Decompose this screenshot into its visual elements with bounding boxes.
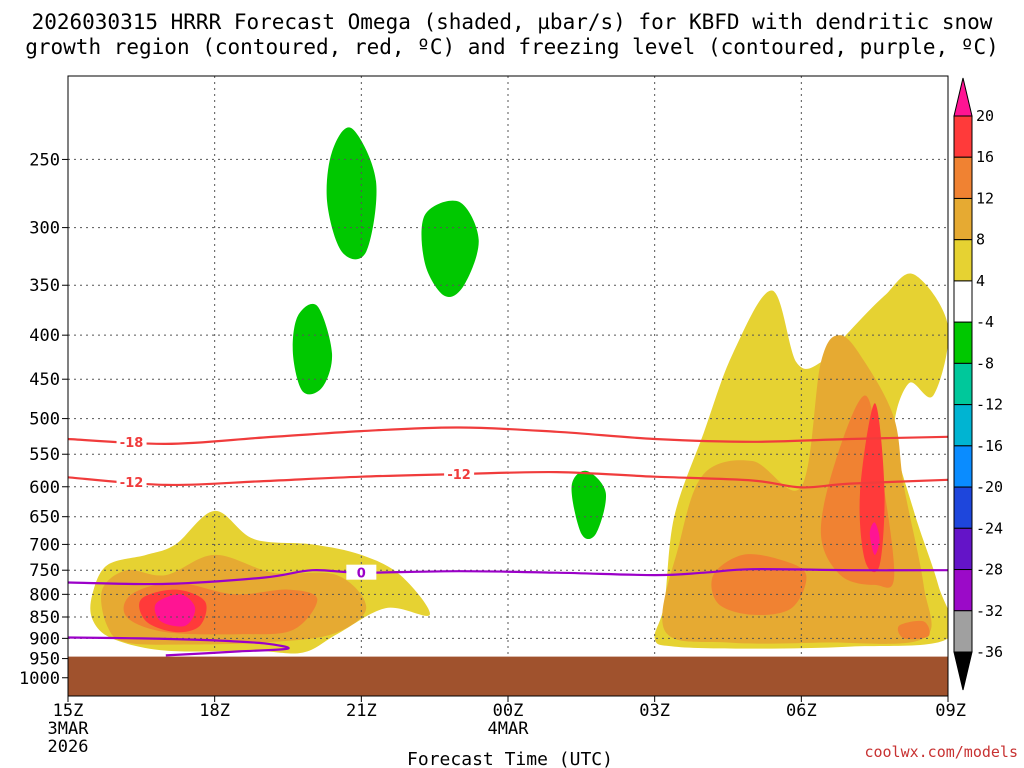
- omega-region--4-1: [829, 84, 875, 146]
- omega-region--8-4: [421, 200, 479, 297]
- y-tick-label-300: 300: [29, 219, 60, 239]
- colorbar-swatch--32: [953, 569, 973, 612]
- colorbar-label--36: -36: [976, 643, 1003, 661]
- y-tick-label-1000: 1000: [19, 669, 60, 689]
- purple-contour-freezing-low: [68, 636, 290, 657]
- colorbar-label-12: 12: [976, 189, 994, 207]
- colorbar-swatch--20: [953, 445, 973, 488]
- omega-region-16-16: [859, 403, 885, 573]
- colorbar-label-20: 20: [976, 107, 994, 125]
- omega-region--8-5: [292, 303, 333, 395]
- colorbar-label-16: 16: [976, 148, 994, 166]
- x-tick-label-03Z: 03Z: [639, 701, 670, 721]
- red-contour-minus12-label-1: -12: [447, 468, 471, 483]
- y-tick-label-750: 750: [29, 561, 60, 581]
- x-tick-year-15Z: 2026: [48, 737, 89, 757]
- red-contour-minus12-label-0: -12: [120, 476, 144, 491]
- chart-title-line-1: 2026030315 HRRR Forecast Omega (shaded, …: [32, 10, 993, 34]
- contour-lines: -18 -12 -12 0: [68, 426, 948, 657]
- colorbar-label--28: -28: [976, 561, 1003, 579]
- plot-area: -18 -12 -12 0: [67, 75, 949, 697]
- y-tick-label-500: 500: [29, 410, 60, 430]
- purple-contour-freezing-label-0: 0: [357, 567, 366, 582]
- red-contour-minus18-label-0: -18: [120, 436, 144, 451]
- x-tick-label-06Z: 06Z: [786, 701, 817, 721]
- colorbar-swatch--28: [953, 527, 973, 571]
- omega-region--8-6: [571, 470, 607, 540]
- x-tick-label-15Z: 15Z: [53, 701, 84, 721]
- red-contour-minus12-label-bg-0: [116, 474, 147, 490]
- colorbar-label-4: 4: [976, 272, 985, 290]
- colorbar-label--8: -8: [976, 354, 994, 372]
- y-tick-label-550: 550: [29, 445, 60, 465]
- colorbar-swatch--4: [953, 280, 973, 323]
- colorbar-swatch--24: [953, 486, 973, 529]
- y-tick-label-900: 900: [29, 629, 60, 649]
- omega-shaded-regions: [68, 76, 948, 696]
- colorbar-swatch-16: [953, 115, 973, 158]
- x-tick-label-00Z: 00Z: [493, 701, 524, 721]
- y-axis: 2503003504004505005506006507007508008509…: [19, 150, 68, 689]
- colorbar-swatch--12: [953, 362, 973, 406]
- red-contour-minus18: [68, 426, 948, 446]
- colorbar-top-arrow: [953, 77, 973, 117]
- colorbar-bottom-arrow: [953, 651, 973, 691]
- x-tick-date-15Z: 3MAR: [48, 719, 90, 739]
- red-contour-minus18-label-bg-0: [116, 434, 147, 450]
- colorbar-swatch-12: [953, 156, 973, 199]
- y-tick-label-700: 700: [29, 535, 60, 555]
- omega-region--4-2: [930, 496, 948, 554]
- y-tick-label-800: 800: [29, 585, 60, 605]
- y-tick-label-450: 450: [29, 370, 60, 390]
- ground-surface: [68, 656, 948, 696]
- colorbar-swatch--16: [953, 404, 973, 447]
- y-tick-label-350: 350: [29, 276, 60, 296]
- colorbar-label--4: -4: [976, 313, 994, 331]
- colorbar-label--32: -32: [976, 602, 1003, 620]
- x-axis-label: Forecast Time (UTC): [407, 749, 613, 768]
- x-tick-date-00Z: 4MAR: [488, 719, 530, 739]
- watermark: coolwx.com/models: [864, 743, 1018, 761]
- y-tick-label-250: 250: [29, 150, 60, 170]
- purple-contour-freezing: [68, 568, 948, 586]
- omega-region--4-0: [111, 76, 633, 541]
- colorbar-swatch-4: [953, 239, 973, 282]
- colorbar-swatch-8: [953, 197, 973, 241]
- colorbar: 20 16 12 8 4 -4 -8 -12 -16 -20 -24 -28 -32 -36: [953, 77, 1003, 691]
- colorbar-label--16: -16: [976, 437, 1003, 455]
- red-contour-minus12: [68, 470, 948, 489]
- colorbar-label--12: -12: [976, 396, 1003, 414]
- red-contour-minus12-label-bg-1: [444, 466, 475, 482]
- chart-title-line-2: growth region (contoured, red, ºC) and f…: [25, 35, 999, 59]
- colorbar-swatch--36: [953, 610, 973, 653]
- colorbar-swatch--8: [953, 321, 973, 364]
- x-tick-label-21Z: 21Z: [346, 701, 377, 721]
- colorbar-label--24: -24: [976, 519, 1003, 537]
- colorbar-label--20: -20: [976, 478, 1003, 496]
- omega-region-20-17: [154, 594, 196, 627]
- y-tick-label-400: 400: [29, 326, 60, 346]
- x-tick-label-18Z: 18Z: [199, 701, 230, 721]
- purple-contour-freezing-label-bg-0: [346, 564, 377, 580]
- colorbar-label-8: 8: [976, 231, 985, 249]
- omega-region-20-18: [869, 522, 880, 555]
- y-tick-label-950: 950: [29, 650, 60, 670]
- x-tick-label-09Z: 09Z: [935, 701, 966, 721]
- omega-region-12-14: [897, 620, 930, 640]
- y-tick-label-850: 850: [29, 608, 60, 628]
- y-tick-label-650: 650: [29, 508, 60, 528]
- y-tick-label-600: 600: [29, 478, 60, 498]
- omega-region--8-3: [326, 127, 377, 260]
